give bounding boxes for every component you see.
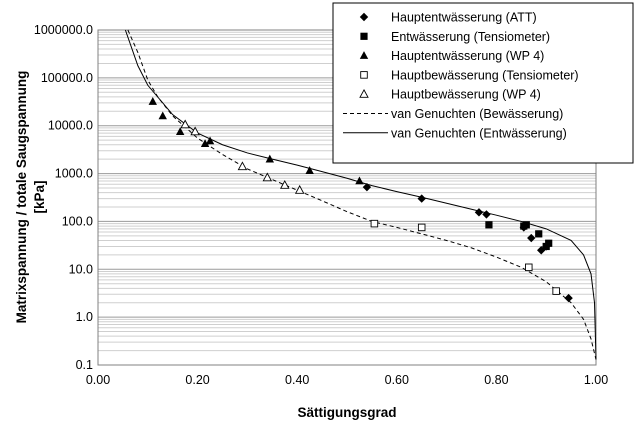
x-axis-title: Sättigungsgrad bbox=[297, 405, 396, 420]
y-axis-unit: [kPa] bbox=[32, 180, 47, 213]
series-5-point bbox=[279, 180, 290, 189]
series-5-point bbox=[294, 184, 305, 194]
legend-entry-label: van Genuchten (Bewässerung) bbox=[391, 107, 563, 121]
legend-marker-swatch bbox=[360, 32, 368, 40]
legend-marker-swatch bbox=[359, 12, 369, 22]
series-6-curve bbox=[127, 29, 597, 360]
legend-entry-label: Hauptbewässerung (WP 4) bbox=[391, 88, 541, 102]
series-5-point bbox=[190, 126, 200, 136]
y-tick-labels: 0.1 1.0 10.0 100.0 1000.0 10000.0 100000.0 1000… bbox=[34, 23, 93, 372]
series-4-point bbox=[417, 223, 426, 232]
series-5-point bbox=[262, 172, 273, 182]
legend-entry-label: Hauptentwässerung (WP 4) bbox=[391, 49, 544, 63]
series-1-point bbox=[417, 194, 426, 203]
series-1-point bbox=[482, 210, 491, 219]
y-tick-label: 1000.0 bbox=[55, 167, 93, 181]
x-tick-label: 0.40 bbox=[285, 373, 309, 387]
series-2-point bbox=[522, 221, 530, 229]
data-markers bbox=[148, 97, 573, 303]
y-tick-label: 1.0 bbox=[76, 310, 93, 324]
legend: Hauptentwässerung (ATT) Entwässerung (Ten… bbox=[332, 2, 634, 164]
y-tick-label: 100000.0 bbox=[41, 71, 93, 85]
series-3-point bbox=[175, 127, 185, 135]
series-5-point bbox=[237, 161, 248, 171]
series-1-point bbox=[362, 182, 372, 192]
series-1-point bbox=[527, 233, 536, 243]
legend-marker-swatch bbox=[360, 71, 368, 79]
legend-entry-label: van Genuchten (Entwässerung) bbox=[391, 126, 567, 140]
series-4-point bbox=[525, 263, 533, 272]
y-axis-title: Matrixspannung / totale Saugspannung bbox=[14, 71, 29, 324]
x-tick-label: 0.80 bbox=[484, 373, 508, 387]
x-tick-labels: 0.00 0.20 0.40 0.60 0.80 1.00 bbox=[86, 373, 608, 387]
y-tick-label: 10.0 bbox=[69, 262, 93, 276]
legend-entry-label: Hauptbewässerung (Tensiometer) bbox=[391, 68, 579, 82]
series-2-point bbox=[485, 221, 493, 229]
series-3-point bbox=[305, 166, 314, 174]
series-1-point bbox=[537, 246, 546, 255]
series-3-point bbox=[158, 111, 167, 120]
series-5-point bbox=[180, 119, 190, 129]
series-2-point bbox=[542, 242, 550, 251]
series-3-point bbox=[200, 139, 210, 148]
series-3-point bbox=[265, 154, 275, 163]
series-3-point bbox=[205, 136, 215, 145]
legend-entry-label: Hauptentwässerung (ATT) bbox=[391, 11, 537, 25]
legend-box bbox=[332, 2, 634, 164]
y-tick-label: 100.0 bbox=[62, 214, 93, 228]
y-tick-label: 10000.0 bbox=[48, 119, 93, 133]
y-tick-label: 1000000.0 bbox=[34, 23, 93, 37]
x-tick-label: 0.60 bbox=[385, 373, 409, 387]
series-3-point bbox=[355, 176, 364, 185]
legend-marker-swatch bbox=[359, 51, 369, 59]
series-1-point bbox=[474, 208, 484, 217]
series-3-point bbox=[148, 97, 157, 105]
legend-entry-label: Entwässerung (Tensiometer) bbox=[391, 30, 550, 44]
x-tick-label: 0.20 bbox=[185, 373, 209, 387]
x-tick-label: 0.00 bbox=[86, 373, 110, 387]
y-tick-label: 0.1 bbox=[76, 358, 93, 372]
series-4-point bbox=[370, 219, 379, 228]
legend-marker-swatch bbox=[359, 88, 369, 98]
series-2-point bbox=[535, 230, 543, 238]
series-4-point bbox=[552, 287, 560, 295]
series-1-point bbox=[564, 293, 573, 303]
x-tick-label: 1.00 bbox=[584, 373, 608, 387]
